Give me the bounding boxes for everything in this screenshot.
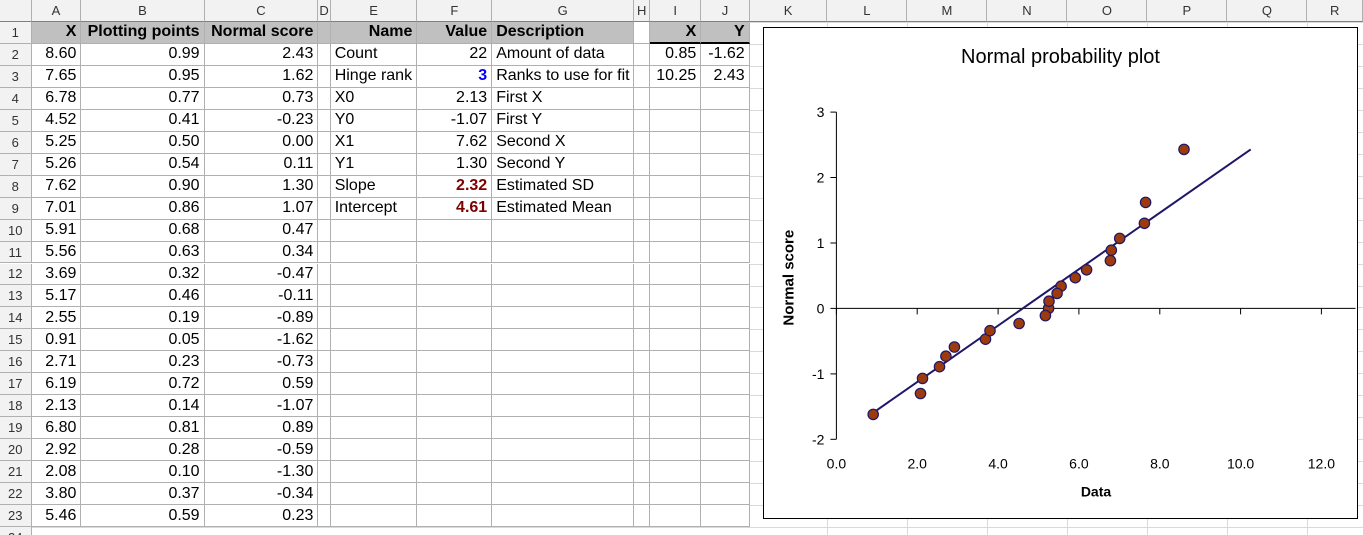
svg-text:0: 0 bbox=[817, 300, 825, 316]
svg-text:12.0: 12.0 bbox=[1308, 455, 1335, 471]
svg-text:4.0: 4.0 bbox=[988, 455, 1008, 471]
svg-text:Normal score: Normal score bbox=[781, 230, 798, 326]
svg-text:Normal probability plot: Normal probability plot bbox=[961, 46, 1160, 68]
svg-text:Data: Data bbox=[1081, 483, 1112, 499]
svg-text:8.0: 8.0 bbox=[1150, 455, 1170, 471]
svg-text:1: 1 bbox=[817, 235, 825, 251]
svg-text:0.0: 0.0 bbox=[827, 455, 847, 471]
svg-text:2: 2 bbox=[817, 170, 825, 186]
svg-text:6.0: 6.0 bbox=[1069, 455, 1089, 471]
svg-text:10.0: 10.0 bbox=[1227, 455, 1254, 471]
svg-text:3: 3 bbox=[817, 104, 825, 120]
svg-text:2.0: 2.0 bbox=[907, 455, 927, 471]
